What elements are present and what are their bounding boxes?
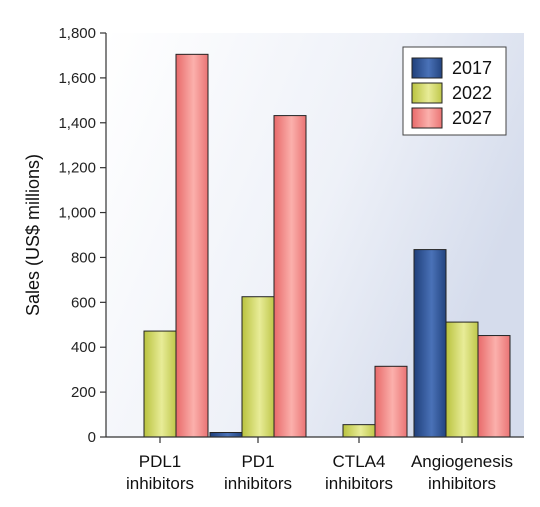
bar-2022-ctla4 xyxy=(342,424,376,438)
x-category-label: PDL1 xyxy=(139,452,182,471)
y-tick-label: 600 xyxy=(71,294,96,311)
legend-label-2017: 2017 xyxy=(452,58,492,78)
bars-group xyxy=(143,53,511,438)
x-category-label: CTLA4 xyxy=(333,452,386,471)
x-category-label: inhibitors xyxy=(126,474,194,493)
x-category-label: Angiogenesis xyxy=(411,452,513,471)
y-tick-label: 0 xyxy=(88,429,96,446)
bar-2022-pd1 xyxy=(241,296,275,438)
y-tick-label: 400 xyxy=(71,339,96,356)
x-ticks-group: PDL1 inhibitors PD1 inhibitors CTLA4 inhibito… xyxy=(126,437,513,493)
y-tick-label: 1,200 xyxy=(58,160,96,177)
legend-label-2027: 2027 xyxy=(452,108,492,128)
y-tick-label: 1,400 xyxy=(58,115,96,132)
legend-swatch-2022 xyxy=(411,82,443,104)
x-category-label: PD1 xyxy=(241,452,274,471)
bar-2027-pdl1 xyxy=(175,53,209,438)
bar-2017-pd1 xyxy=(209,432,243,438)
x-category-label: inhibitors xyxy=(325,474,393,493)
x-category-label: inhibitors xyxy=(224,474,292,493)
y-tick-label: 800 xyxy=(71,249,96,266)
y-ticks-group: 0 200 400 600 800 1,000 1,200 1,400 1,600 1,800 xyxy=(58,25,106,446)
bar-2027-ctla4 xyxy=(374,365,408,438)
y-axis-title: Sales (US$ millions) xyxy=(23,154,43,316)
y-tick-label: 200 xyxy=(71,384,96,401)
legend-label-2022: 2022 xyxy=(452,83,492,103)
bar-2027-angiogenesis xyxy=(477,335,511,438)
bar-2022-angiogenesis xyxy=(445,321,479,438)
x-category-label: inhibitors xyxy=(428,474,496,493)
bar-2027-pd1 xyxy=(273,115,307,438)
bar-2017-angiogenesis xyxy=(413,249,447,438)
bar-2022-pdl1 xyxy=(143,330,177,438)
y-tick-label: 1,600 xyxy=(58,70,96,87)
legend-swatch-2017 xyxy=(411,57,443,79)
y-tick-label: 1,800 xyxy=(58,25,96,42)
legend: 2017 2022 2027 xyxy=(402,46,507,136)
y-tick-label: 1,000 xyxy=(58,205,96,222)
legend-swatch-2027 xyxy=(411,107,443,129)
